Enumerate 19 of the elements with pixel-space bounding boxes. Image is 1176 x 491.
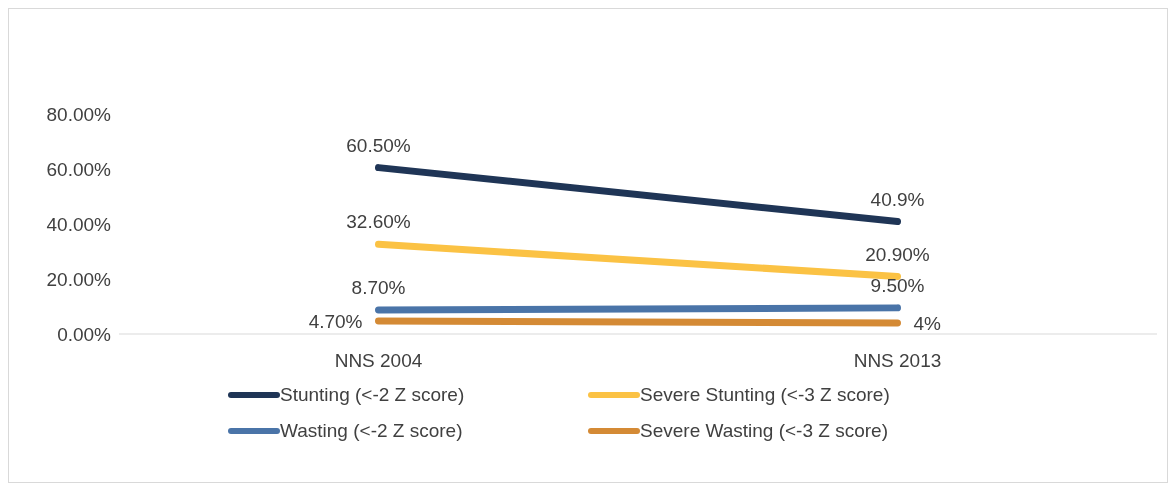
data-label: 60.50% [346, 134, 411, 156]
x-tick-label: NNS 2004 [334, 350, 423, 372]
data-label: 4.70% [308, 311, 363, 333]
y-tick-label: 60.00% [46, 158, 112, 180]
data-label: 8.70% [351, 277, 406, 299]
legend-label: Stunting (<-2 Z score) [280, 384, 465, 406]
data-label: 9.50% [870, 274, 925, 296]
data-label: 32.60% [346, 211, 411, 233]
legend-label: Severe Wasting (<-3 Z score) [640, 420, 888, 442]
legend-label: Severe Stunting (<-3 Z score) [640, 384, 890, 406]
data-label: 40.9% [870, 188, 925, 210]
y-tick-label: 80.00% [46, 103, 112, 125]
legend-label: Wasting (<-2 Z score) [280, 420, 463, 442]
y-tick-label: 20.00% [46, 268, 112, 290]
y-tick-label: 0.00% [57, 323, 112, 345]
data-label: 4% [913, 313, 942, 334]
y-tick-label: 40.00% [46, 213, 112, 235]
x-tick-label: NNS 2013 [853, 350, 942, 372]
data-label: 20.90% [865, 243, 930, 265]
